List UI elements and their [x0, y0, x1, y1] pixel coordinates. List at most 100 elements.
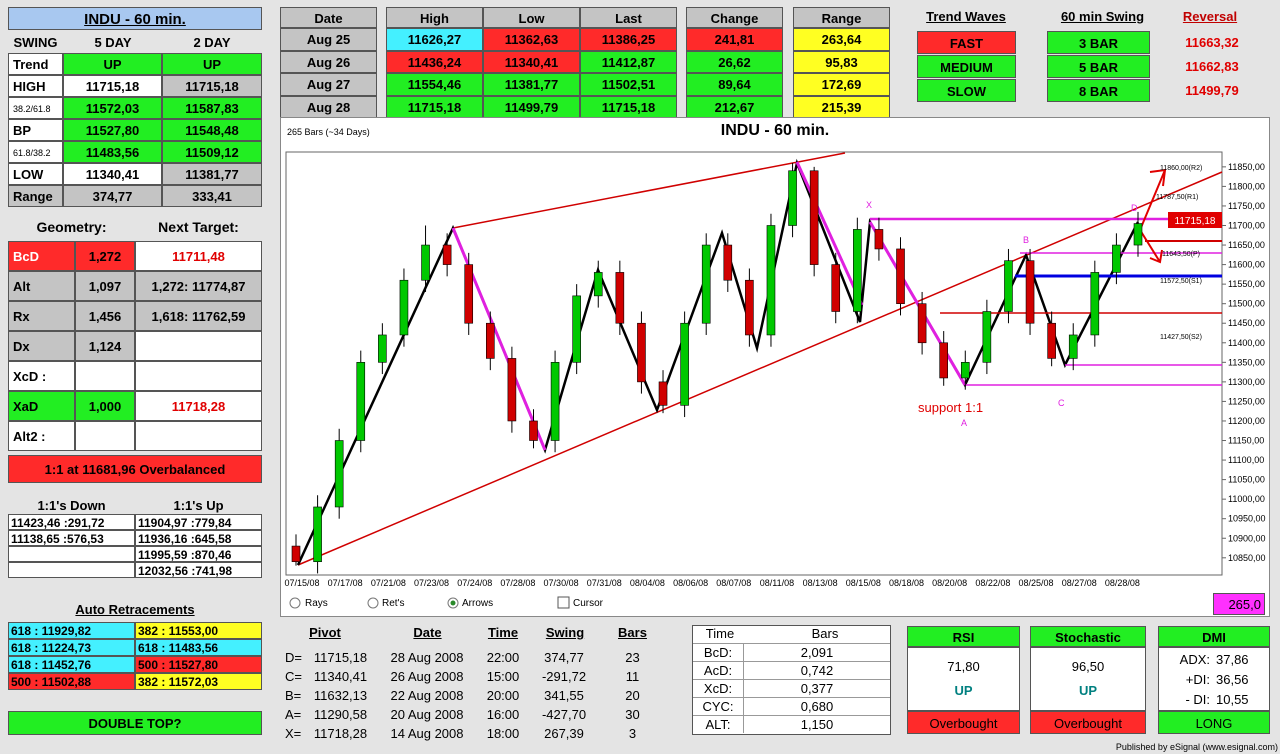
radio[interactable]	[289, 597, 301, 609]
swing-header: SWING	[13, 35, 58, 50]
candle-body	[917, 303, 927, 344]
x-tick-label: 08/06/08	[673, 578, 708, 588]
ones-down: 11423,46 :291,72	[8, 514, 135, 530]
geometry-cell: 11711,48	[135, 241, 262, 271]
table-cell: 11362,63	[483, 28, 580, 51]
pivot-cell: D=	[285, 650, 302, 665]
indicator-value: 96,50	[1071, 659, 1105, 674]
candle-body	[853, 229, 862, 312]
candle-body	[809, 170, 819, 265]
x-tick-label: 08/15/08	[846, 578, 881, 588]
annotation: support 1:1	[918, 400, 983, 415]
auto-cell: 618 : 11483,56	[135, 639, 262, 656]
auto-cell: 618 : 11929,82	[8, 622, 135, 639]
y-tick-label: 11400,00	[1228, 338, 1265, 348]
y-tick-label: 11750,00	[1228, 201, 1265, 211]
pivot-cell: 3	[628, 726, 637, 741]
pivot-cell: 14 Aug 2008	[390, 726, 464, 741]
level-label: 11787,50(R1)	[1156, 194, 1198, 201]
candle-body	[615, 272, 625, 324]
table-cell: 11436,24	[386, 50, 483, 73]
swing-cell: 11340,41	[63, 163, 162, 185]
double-top: DOUBLE TOP?	[8, 711, 262, 735]
candle-body	[745, 279, 754, 336]
swing-cell: 11527,80	[63, 119, 162, 141]
candle-body	[507, 358, 517, 422]
geometry-cell: XaD	[8, 391, 75, 421]
geometry-cell: 11718,28	[135, 391, 262, 421]
pivot-cell: 18:00	[486, 726, 520, 741]
y-tick-label: 11800,00	[1228, 181, 1265, 191]
table-cell: Aug 25	[280, 28, 377, 51]
auto-cell: 382 : 11572,03	[135, 673, 262, 690]
geometry-cell: Alt	[8, 271, 75, 301]
table-cell: 89,64	[686, 73, 783, 96]
overbalance: 1:1 at 11681,96 Overbalanced	[8, 455, 262, 483]
candle-body	[1047, 322, 1056, 359]
indicator-body	[1030, 647, 1146, 711]
indicator-status: Overbought	[1030, 711, 1146, 734]
candle-body	[399, 279, 409, 336]
pivot-header: Swing	[545, 625, 585, 640]
x-tick-label: 08/18/08	[889, 578, 924, 588]
time-bars-label: ALT:	[693, 715, 743, 733]
table-header: Low	[483, 7, 580, 28]
y-tick-label: 11100,00	[1228, 455, 1264, 465]
indicator-title: RSI	[907, 626, 1020, 647]
pivot-cell: 11632,13	[313, 688, 368, 703]
swing-cell: 11483,56	[63, 141, 162, 163]
swing-button: 3 BAR	[1047, 31, 1150, 54]
y-tick-label: 11500,00	[1228, 299, 1265, 309]
checkbox[interactable]	[557, 596, 570, 609]
candle-body	[896, 248, 905, 304]
y-tick-label: 10850,00	[1228, 553, 1266, 563]
indicator-status: LONG	[1158, 711, 1270, 734]
indicator-direction: UP	[1078, 683, 1098, 698]
table-cell: 11554,46	[386, 73, 483, 96]
swing-cell: HIGH	[8, 75, 63, 97]
trend-line	[452, 152, 846, 229]
dmi-value: 10,55	[1216, 692, 1249, 707]
wave-button: SLOW	[917, 79, 1016, 102]
chart-title: INDU - 60 min.	[721, 122, 829, 139]
table-cell: 95,83	[793, 50, 890, 73]
wave-button: FAST	[917, 31, 1016, 54]
candle-body	[831, 264, 841, 312]
x-tick-label: 07/21/08	[371, 578, 406, 588]
ones-header: 1:1's Up	[173, 498, 224, 513]
table-cell: 11340,41	[483, 50, 580, 73]
swing-cell: 11548,48	[162, 119, 262, 141]
pivot-cell: 15:00	[486, 669, 520, 684]
candle-body	[356, 362, 366, 441]
candle-body	[874, 229, 884, 250]
y-tick-label: 11550,00	[1228, 279, 1265, 289]
table-cell: 26,62	[686, 50, 783, 73]
level-label: 11572,50(S1)	[1160, 278, 1202, 285]
indicator-title: DMI	[1158, 626, 1270, 647]
x-tick-label: 08/22/08	[975, 578, 1010, 588]
pivot-cell: 11715,18	[313, 650, 368, 665]
pivot-cell: 30	[625, 707, 640, 722]
auto-cell: 500 : 11527,80	[135, 656, 262, 673]
x-tick-label: 08/13/08	[803, 578, 838, 588]
y-tick-label: 11650,00	[1228, 240, 1265, 250]
table-cell: 11715,18	[386, 95, 483, 118]
level-label: 11643,50(P)	[1162, 251, 1200, 258]
table-cell: 241,81	[686, 28, 783, 51]
radio[interactable]	[367, 597, 379, 609]
geometry-header: Next Target:	[158, 219, 239, 235]
indicator-direction: UP	[954, 683, 973, 698]
x-tick-label: 08/27/08	[1062, 578, 1097, 588]
empty-cell	[8, 562, 135, 578]
candle-body	[1090, 272, 1100, 336]
trend-line	[297, 171, 1223, 566]
geometry-cell: 1,618: 11762,59	[135, 301, 262, 331]
swing-cell: Trend	[8, 53, 63, 75]
pivot-header: Pivot	[309, 625, 341, 640]
swing-cell: BP	[8, 119, 63, 141]
y-tick-label: 11350,00	[1228, 357, 1265, 367]
auto-cell: 500 : 11502,88	[8, 673, 135, 690]
reversal-value: 11663,32	[1185, 35, 1239, 50]
pivot-point: A	[961, 418, 967, 428]
swing-cell: 38.2/61.8	[8, 97, 63, 119]
